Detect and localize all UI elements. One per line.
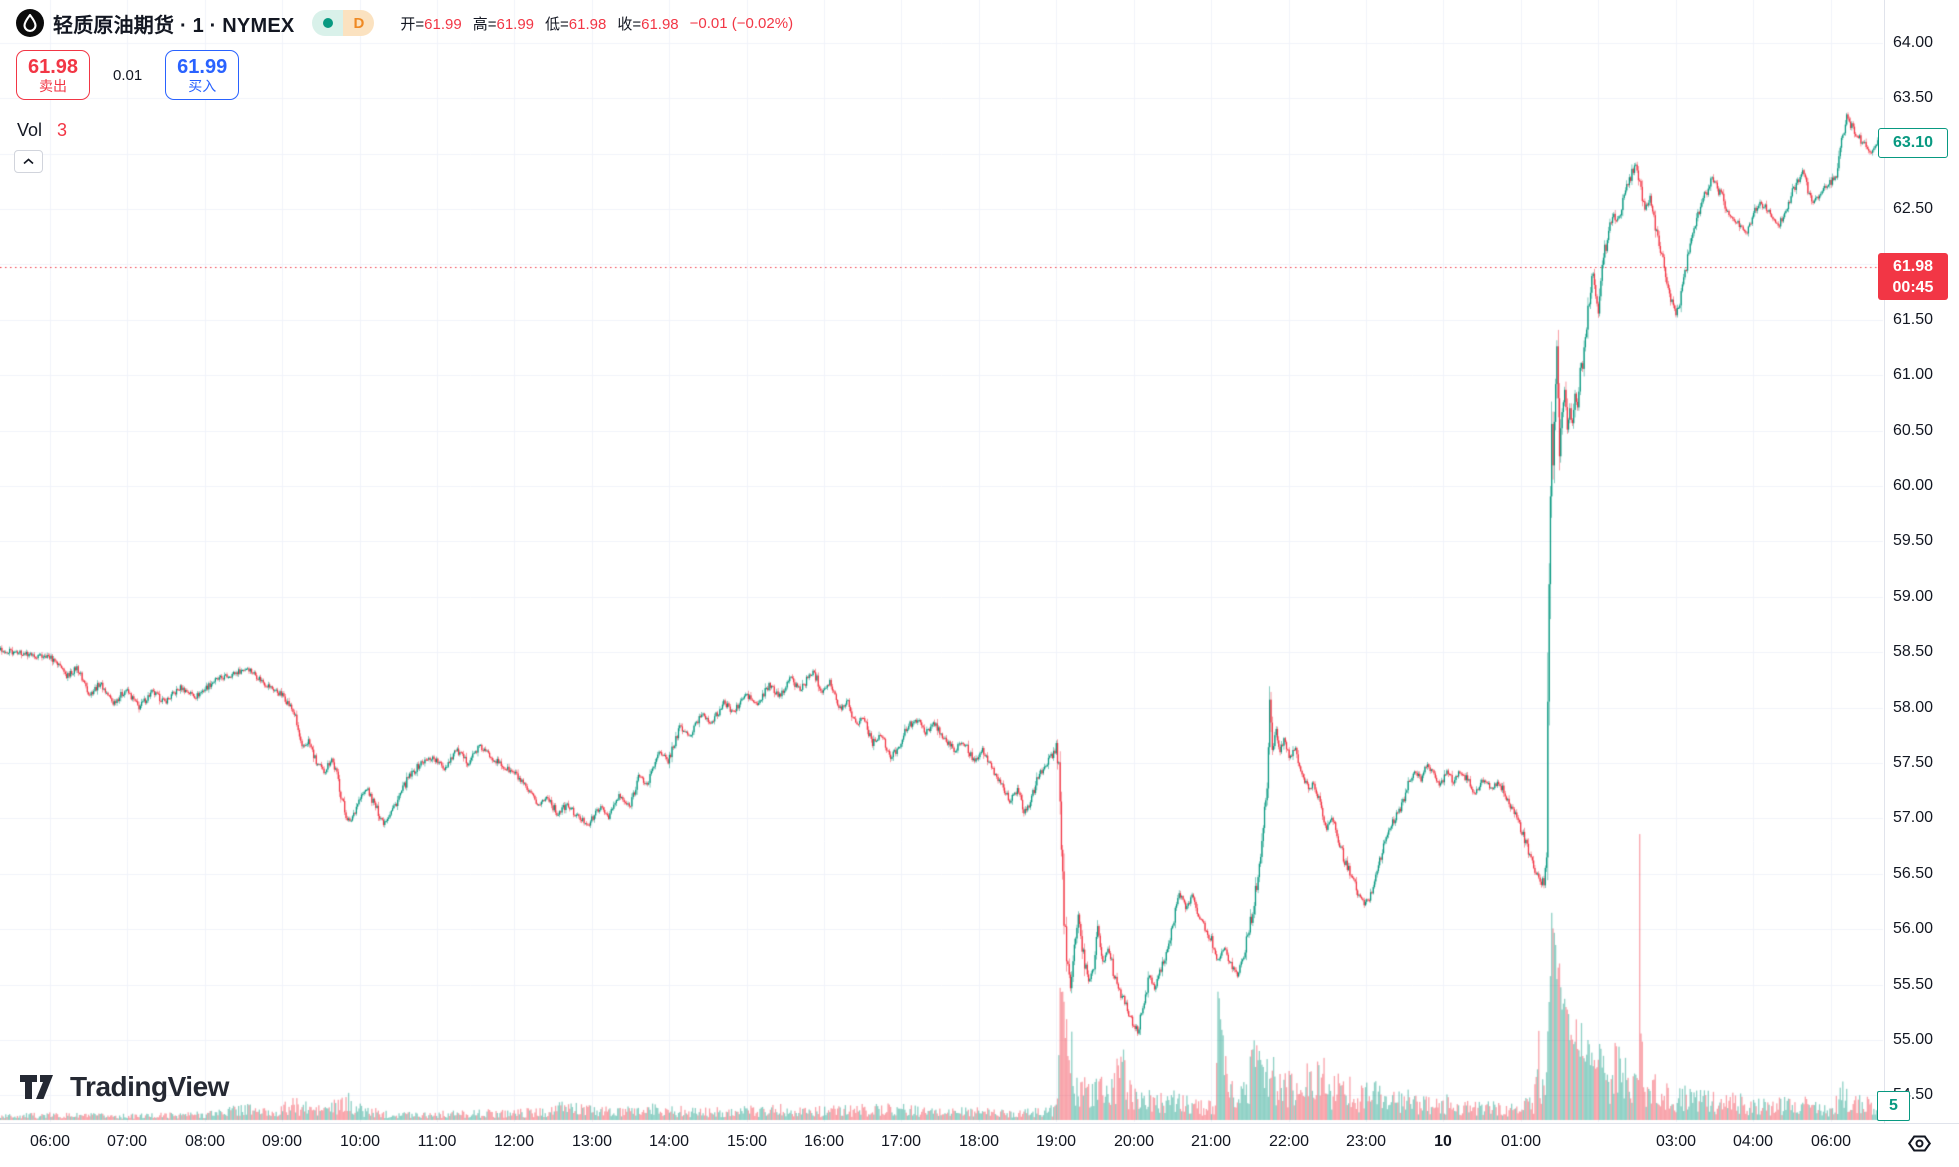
time-tick-label: 21:00 [1190,1133,1232,1150]
price-tick-label: 55.00 [1893,1030,1934,1048]
close-label: 收= [617,15,642,33]
time-tick-label: 14:00 [648,1133,690,1150]
vol-label: Vol [17,120,43,140]
price-tick-label: 60.50 [1893,421,1934,439]
time-tick-label: 15:00 [726,1133,768,1150]
high-value: 61.99 [496,15,535,33]
tradingview-wordmark: TradingView [70,1071,229,1102]
interval-status-pill[interactable]: D [312,10,375,36]
price-tick-label: 63.50 [1893,89,1934,107]
price-tick-label: 61.00 [1893,366,1934,384]
countdown-price: 61.98 [1892,257,1934,275]
low-value: 61.98 [568,15,607,33]
price-tick-label: 58.00 [1893,698,1934,716]
time-tick-label: 19:00 [1035,1133,1077,1150]
time-tick-label: 06:00 [29,1133,71,1150]
collapse-legend-button[interactable] [14,150,43,173]
price-tick-label: 57.00 [1893,809,1934,827]
status-dot-icon [322,18,333,28]
price-axis[interactable]: 64.0063.5063.0062.5062.0061.5061.0060.50… [1884,0,1959,1123]
buy-button[interactable]: 61.99 买入 [165,50,240,100]
price-tick-label: 59.00 [1893,587,1934,605]
spread-value: 0.01 [113,66,143,84]
time-tick-label: 10:00 [339,1133,381,1150]
time-tick-label: 06:00 [1810,1133,1852,1150]
price-tick-label: 62.50 [1893,199,1934,217]
low-label: 低= [545,15,569,33]
time-tick-label: 12:00 [493,1133,535,1150]
high-label: 高= [472,15,497,33]
status-dot-segment [312,10,344,36]
price-tick-label: 61.50 [1893,310,1934,328]
price-tick-label: 56.50 [1893,864,1934,882]
countdown-time: 00:45 [1892,278,1934,296]
volume-scale-tag: 5 [1877,1091,1910,1121]
time-tick-label: 03:00 [1655,1133,1697,1150]
time-tick-label: 23:00 [1345,1133,1387,1150]
ohlc-readout: 开=61.99 高=61.99 低=61.98 收=61.98 −0.01 (−… [400,13,793,34]
price-tick-label: 55.50 [1893,975,1934,993]
gear-icon [1907,1135,1931,1151]
time-tick-label: 10 [1434,1133,1452,1150]
time-tick-label: 16:00 [803,1133,845,1150]
legend: 轻质原油期货 · 1 · NYMEX D 开=61.99 高=61.99 低=6… [14,8,793,173]
countdown-price-tag: 61.98 00:45 [1878,253,1948,300]
time-tick-label: 18:00 [958,1133,1000,1150]
price-tick-label: 59.50 [1893,532,1934,550]
time-tick-label: 11:00 [417,1133,457,1150]
time-tick-label: 01:00 [1500,1133,1542,1150]
time-tick-label: 04:00 [1732,1133,1774,1150]
open-label: 开= [400,15,425,33]
tradingview-logo[interactable]: TradingView [20,1071,229,1103]
price-tick-label: 64.00 [1893,33,1934,51]
time-tick-label: 22:00 [1268,1133,1310,1150]
time-tick-label: 08:00 [184,1133,226,1150]
daily-badge: D [343,10,375,36]
oil-drop-icon [16,9,44,37]
time-tick-label: 07:00 [106,1133,148,1150]
timezone-settings-button[interactable] [1906,1130,1932,1156]
time-tick-label: 13:00 [571,1133,613,1150]
symbol-title[interactable]: 轻质原油期货 · 1 · NYMEX [53,14,295,37]
close-value: 61.98 [641,15,679,33]
price-tick-label: 58.50 [1893,643,1934,661]
last-price-tag: 63.10 [1878,128,1948,158]
tradingview-mark-icon [20,1075,53,1099]
sell-label: 卖出 [39,77,67,94]
time-axis[interactable]: 06:00 07:00 08:00 09:00 10:00 11:00 12:00 13:00… [0,1123,1959,1167]
price-tick-label: 60.00 [1893,476,1934,494]
buy-label: 买入 [188,77,217,94]
chevron-up-icon [23,158,34,165]
price-tick-label: 57.50 [1893,753,1934,771]
time-tick-label: 17:00 [880,1133,922,1150]
buy-price: 61.99 [177,55,228,78]
time-tick-label: 20:00 [1113,1133,1155,1150]
sell-price: 61.98 [27,55,79,78]
change-value: −0.01 (−0.02%) [689,14,794,32]
volume-indicator-row: Vol 3 [17,120,67,141]
open-value: 61.99 [424,15,462,33]
price-tick-label: 56.00 [1893,920,1934,938]
sell-button[interactable]: 61.98 卖出 [16,50,90,100]
vol-value: 3 [57,120,68,140]
time-tick-label: 09:00 [261,1133,303,1150]
